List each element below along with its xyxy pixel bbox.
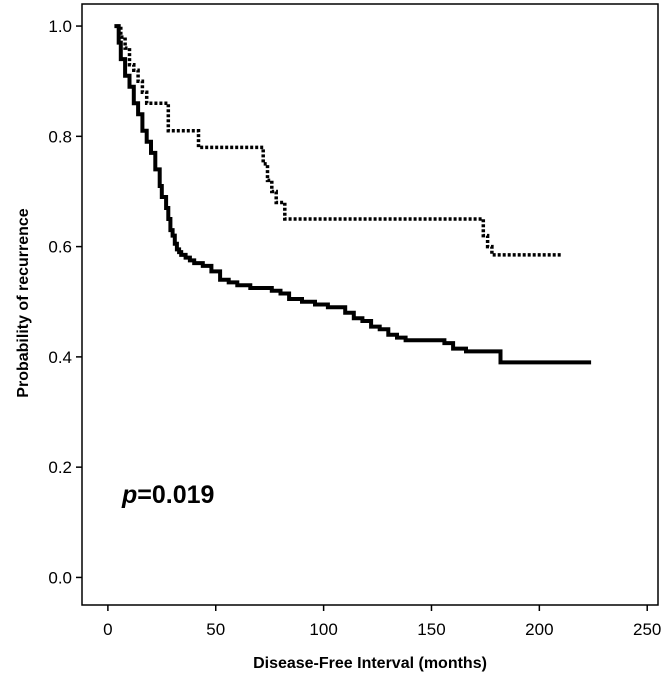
x-tick-label: 250 [633, 620, 661, 639]
y-tick-label: 0.6 [48, 238, 72, 257]
y-tick-label: 0.0 [48, 568, 72, 587]
p-value-annotation: p=0.019 [121, 481, 214, 509]
p-value-symbol: p [121, 481, 137, 509]
plot-area [81, 3, 659, 606]
y-tick-label: 0.8 [48, 127, 72, 146]
y-axis: 0.0 0.2 0.4 0.6 0.8 1.0 [48, 17, 82, 587]
y-tick-label: 0.4 [48, 348, 72, 367]
x-axis: 0 50 100 150 200 250 [103, 605, 661, 639]
x-axis-title: Disease-Free Interval (months) [253, 655, 487, 672]
x-tick-label: 100 [309, 620, 337, 639]
x-tick-label: 50 [206, 620, 225, 639]
y-tick-label: 0.2 [48, 458, 72, 477]
x-tick-label: 150 [417, 620, 445, 639]
p-value-text: =0.019 [137, 481, 214, 509]
x-tick-label: 200 [525, 620, 553, 639]
x-tick-label: 0 [103, 620, 112, 639]
y-axis-title: Probability of recurrence [15, 208, 32, 397]
series-layer [114, 24, 592, 365]
survival-curve-dotted [116, 24, 561, 257]
survival-curve-solid [114, 24, 592, 365]
y-tick-label: 1.0 [48, 17, 72, 36]
